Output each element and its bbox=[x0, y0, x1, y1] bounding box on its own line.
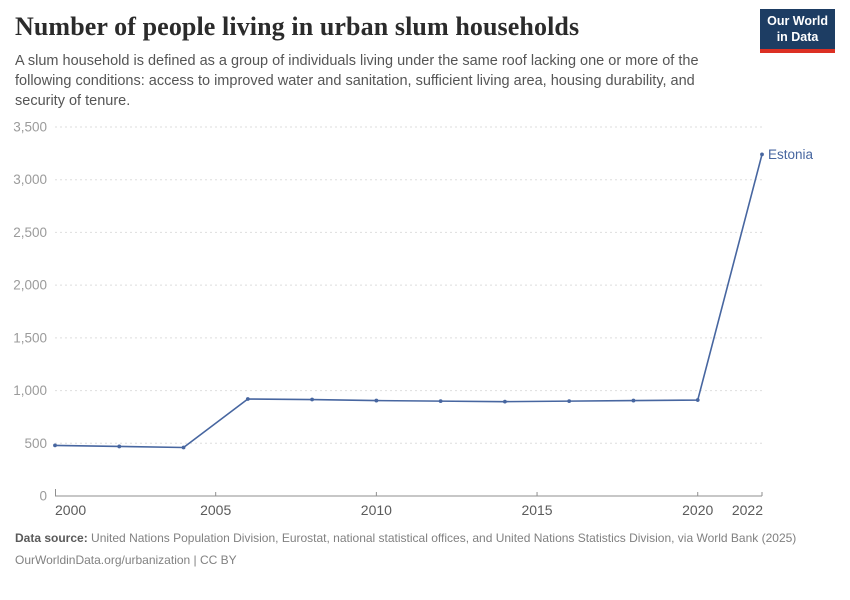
data-source-text: United Nations Population Division, Euro… bbox=[91, 531, 797, 545]
data-point[interactable] bbox=[695, 398, 700, 402]
owid-logo[interactable]: Our World in Data bbox=[760, 9, 835, 54]
data-source-line: Data source: United Nations Population D… bbox=[15, 530, 827, 547]
x-axis-tick-label: 2022 bbox=[732, 502, 763, 518]
y-axis-tick-label: 0 bbox=[39, 489, 47, 504]
chart-subtitle: A slum household is defined as a group o… bbox=[15, 53, 699, 109]
data-point[interactable] bbox=[117, 444, 122, 449]
x-axis-tick-label: 2005 bbox=[200, 502, 231, 518]
x-axis-tick-label: 2010 bbox=[361, 502, 392, 518]
data-point[interactable] bbox=[310, 397, 314, 402]
footer-link[interactable]: OurWorldinData.org/urbanization | CC BY bbox=[15, 552, 237, 567]
data-point[interactable] bbox=[503, 399, 507, 404]
y-axis-tick-label: 2,500 bbox=[13, 225, 47, 240]
owid-logo-line2: in Data bbox=[776, 29, 819, 44]
data-point[interactable] bbox=[181, 445, 186, 450]
x-axis-tick-label: 2020 bbox=[682, 502, 713, 518]
y-axis-tick-label: 500 bbox=[24, 436, 47, 451]
data-point[interactable] bbox=[438, 399, 443, 404]
x-axis-tick-label: 2000 bbox=[55, 502, 86, 518]
chart-footer: Data source: United Nations Population D… bbox=[15, 530, 827, 569]
y-axis-tick-label: 3,500 bbox=[13, 120, 47, 135]
data-point[interactable] bbox=[631, 398, 636, 403]
owid-logo-line1: Our World bbox=[767, 14, 828, 28]
data-point[interactable] bbox=[53, 443, 57, 448]
data-point[interactable] bbox=[567, 399, 572, 404]
chart-header: Number of people living in urban slum ho… bbox=[15, 12, 835, 111]
data-point[interactable] bbox=[245, 397, 250, 401]
x-axis-tick-label: 2015 bbox=[521, 502, 552, 518]
y-axis-tick-label: 1,000 bbox=[13, 383, 47, 398]
series-end-label[interactable]: Estonia bbox=[768, 147, 814, 162]
y-axis-tick-label: 1,500 bbox=[13, 330, 47, 345]
y-axis-tick-label: 3,000 bbox=[13, 172, 47, 187]
line-chart[interactable]: 0 500 1,000 1,500 2,000 2,500 3,000 3,500 2000 20… bbox=[0, 110, 850, 530]
data-source-label: Data source: bbox=[15, 531, 88, 545]
chart-title: Number of people living in urban slum ho… bbox=[15, 12, 580, 41]
y-axis-tick-label: 2,000 bbox=[13, 278, 47, 293]
data-point[interactable] bbox=[374, 398, 379, 403]
series-line-estonia[interactable] bbox=[54, 154, 763, 449]
data-point[interactable] bbox=[760, 152, 764, 157]
